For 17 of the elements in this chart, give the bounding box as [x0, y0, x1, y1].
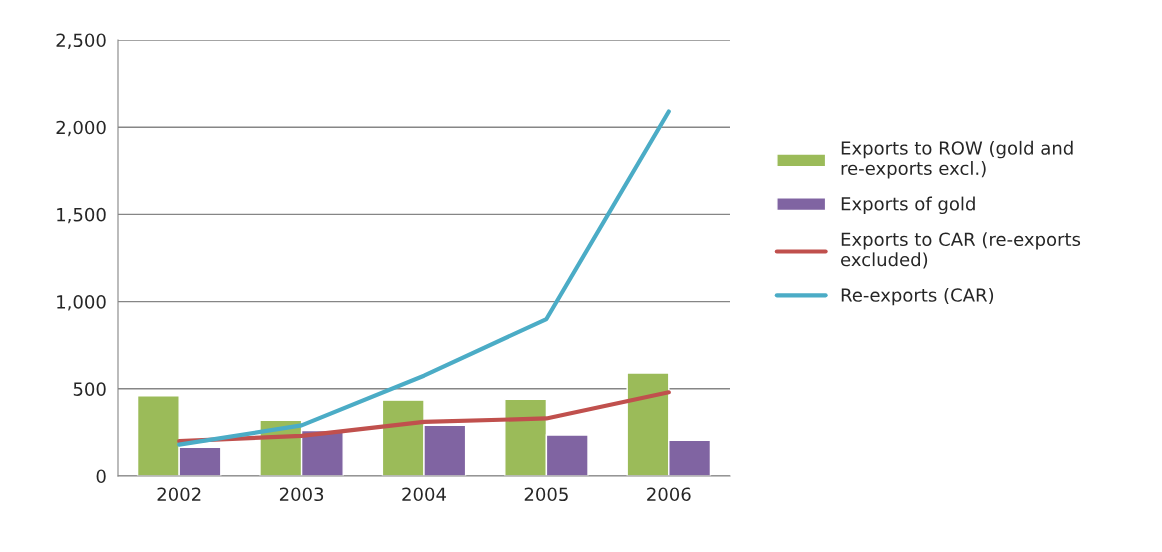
x-tick-label: 2004: [402, 487, 446, 502]
legend-label: Exports to ROW (gold and re-exports excl.): [841, 140, 1073, 179]
legend-label: Exports to CAR (re-exports excluded): [841, 232, 1081, 269]
x-tick-label: 2002: [157, 487, 201, 502]
y-tick-label: 1,000: [57, 295, 106, 311]
y-tick-label: 2,000: [56, 120, 106, 137]
line-series: [177, 390, 671, 444]
y-tick-label: 0: [96, 469, 106, 484]
line-series: [177, 109, 671, 447]
x-tick-label: 2006: [647, 487, 691, 502]
legend-label: Exports of gold: [841, 196, 975, 215]
legend-label: Re-exports (CAR): [841, 287, 994, 306]
x-tick-label: 2003: [279, 487, 324, 502]
y-tick-label: 500: [73, 382, 106, 396]
y-tick-label: 1,500: [57, 207, 106, 224]
y-tick-label: 2,500: [56, 33, 106, 49]
x-tick-label: 2005: [524, 487, 568, 502]
